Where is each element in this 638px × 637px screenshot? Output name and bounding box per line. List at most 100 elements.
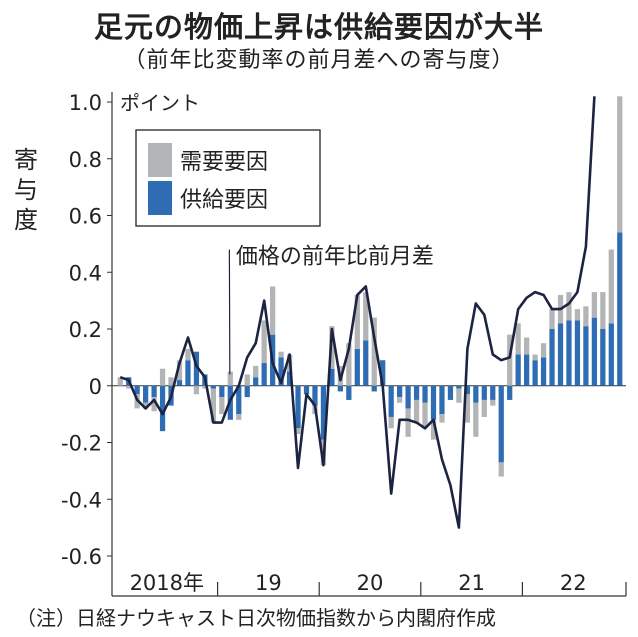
supply-bar	[481, 385, 487, 400]
supply-bar	[600, 329, 606, 386]
supply-bar	[464, 385, 470, 395]
supply-bar	[532, 360, 538, 386]
supply-bar	[608, 323, 614, 386]
supply-bar	[591, 317, 597, 386]
y-tick-label: 0.4	[69, 261, 102, 285]
demand-bar	[549, 309, 555, 329]
supply-bar	[473, 385, 479, 403]
demand-bar	[270, 286, 276, 335]
demand-bar	[591, 292, 597, 318]
demand-bar	[540, 343, 547, 358]
demand-bar	[583, 306, 589, 327]
demand-bar	[176, 360, 183, 381]
supply-bar	[337, 385, 343, 392]
supply-bar	[430, 385, 437, 420]
supply-bar	[388, 385, 394, 417]
supply-bar	[219, 385, 225, 398]
demand-bar	[236, 414, 242, 420]
demand-bar	[608, 249, 614, 324]
demand-bar	[244, 374, 250, 386]
legend-swatch	[148, 181, 172, 215]
chart-title: 足元の物価上昇は供給要因が大半	[93, 10, 544, 44]
y-tick-label: 0.2	[69, 318, 102, 342]
y-axis: 1.0 0.8 0.6 0.4 0.2 0 -0.2 -0.4 -0.6 ポイント	[61, 91, 626, 596]
x-tick-label: 2018年	[130, 571, 204, 595]
supply-bar	[498, 385, 504, 463]
demand-bar	[168, 377, 174, 386]
x-tick-label: 21	[458, 571, 485, 595]
supply-bar	[143, 385, 149, 403]
demand-bar	[363, 292, 369, 341]
y-tick-label: 0.8	[69, 148, 102, 172]
demand-bar	[159, 368, 166, 386]
demand-bar	[371, 317, 377, 386]
supply-bar	[456, 385, 462, 389]
demand-bar	[481, 399, 487, 417]
supply-bar	[447, 385, 454, 400]
demand-bar	[126, 385, 132, 389]
legend-label: 供給要因	[180, 188, 268, 213]
demand-bar	[473, 402, 479, 437]
demand-bar	[227, 371, 233, 386]
demand-bar	[346, 343, 352, 386]
x-tick-label: 20	[357, 571, 384, 595]
demand-bar	[490, 399, 496, 406]
price-change-line	[119, 96, 596, 529]
supply-bar	[329, 368, 335, 386]
supply-bar	[363, 340, 369, 386]
price-line-layer: 価格の前年比前月差	[119, 96, 596, 529]
demand-bar	[295, 428, 301, 434]
demand-bar	[456, 388, 462, 403]
x-axis: 2018年 19 20 21 22	[112, 571, 627, 597]
demand-bar	[405, 408, 411, 437]
demand-bar	[498, 462, 504, 477]
supply-bar	[185, 360, 191, 386]
demand-bar	[574, 309, 581, 321]
supply-bar	[244, 385, 250, 398]
supply-bar	[540, 357, 547, 386]
y-unit-label: ポイント	[120, 91, 200, 115]
legend-swatch	[148, 143, 172, 177]
demand-bar	[117, 377, 123, 386]
source-note: （注）日経ナウキャスト日次物価指数から内閣府作成	[16, 606, 496, 630]
demand-bar	[507, 334, 513, 386]
demand-bar	[422, 402, 428, 429]
supply-bar	[515, 354, 521, 386]
y-tick-label: -0.4	[61, 488, 102, 512]
supply-bar	[380, 360, 386, 386]
demand-bar	[532, 354, 538, 361]
supply-bar	[176, 380, 183, 386]
demand-bar	[253, 365, 259, 378]
demand-bar	[210, 388, 216, 423]
demand-bar	[143, 402, 149, 409]
demand-bar	[397, 397, 403, 403]
supply-bar	[371, 385, 377, 392]
supply-bar	[397, 385, 403, 398]
demand-bar	[354, 294, 360, 349]
x-tick-label: 22	[560, 571, 587, 595]
demand-bar	[524, 337, 530, 355]
supply-bar	[303, 385, 310, 395]
supply-bar	[159, 385, 166, 432]
supply-bar	[312, 385, 318, 406]
supply-bar	[320, 385, 327, 440]
legend-label: 需要要因	[180, 150, 268, 175]
y-tick-label: 1.0	[69, 91, 102, 115]
demand-bar	[430, 419, 437, 440]
demand-bar	[193, 385, 200, 395]
supply-bar	[557, 323, 564, 386]
supply-bar	[583, 326, 589, 386]
supply-bar	[354, 348, 360, 386]
demand-bar	[388, 416, 394, 429]
demand-bar	[413, 399, 420, 423]
supply-bar	[574, 320, 581, 386]
y-tick-label: 0	[89, 375, 102, 399]
y-tick-label: -0.6	[61, 545, 102, 569]
y-tick-label: 0.6	[69, 205, 102, 229]
supply-bar	[134, 385, 140, 395]
demand-bar	[439, 414, 445, 423]
supply-bar	[405, 385, 411, 409]
supply-bar	[413, 385, 420, 400]
supply-bar	[210, 385, 216, 389]
